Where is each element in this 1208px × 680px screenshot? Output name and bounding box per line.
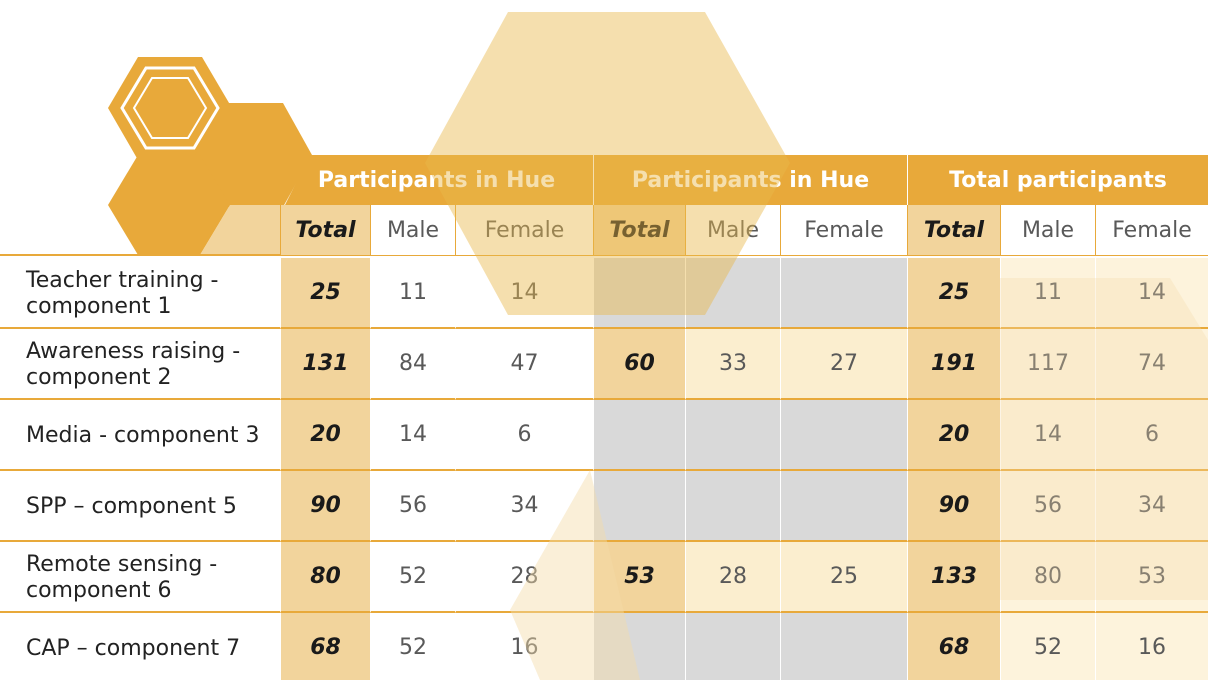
value-cell: 27 <box>780 329 907 400</box>
value-cell: 34 <box>1095 471 1208 542</box>
row-rule <box>0 540 280 542</box>
value-cell: 34 <box>455 471 593 542</box>
hexagon-ring <box>132 77 208 139</box>
empty-cell <box>780 471 907 542</box>
value-cell: 28 <box>685 542 780 613</box>
value-cell: 11 <box>370 258 455 329</box>
value-cell: 14 <box>1000 400 1095 471</box>
value-cell: 6 <box>1095 400 1208 471</box>
sub-header: Male <box>370 205 455 255</box>
wedge <box>200 205 285 255</box>
value-cell: 20 <box>907 400 1000 471</box>
empty-cell <box>780 400 907 471</box>
empty-cell <box>685 400 780 471</box>
empty-cell <box>780 613 907 680</box>
value-cell: 80 <box>280 542 370 613</box>
row-rule <box>0 327 280 329</box>
value-cell: 53 <box>1095 542 1208 613</box>
sub-header: Female <box>455 205 593 255</box>
value-cell: 90 <box>280 471 370 542</box>
value-cell: 84 <box>370 329 455 400</box>
row-label: CAP – component 7 <box>0 613 280 680</box>
value-cell: 131 <box>280 329 370 400</box>
sub-header: Male <box>685 205 780 255</box>
value-cell: 14 <box>370 400 455 471</box>
value-cell: 20 <box>280 400 370 471</box>
value-cell: 6 <box>455 400 593 471</box>
group-header: Participants in Hue <box>317 167 556 193</box>
empty-cell <box>593 471 685 542</box>
value-cell: 52 <box>370 613 455 680</box>
value-cell: 56 <box>370 471 455 542</box>
row-label: Media - component 3 <box>0 400 280 471</box>
value-cell: 11 <box>1000 258 1095 329</box>
row-rule <box>0 611 280 613</box>
value-cell: 80 <box>1000 542 1095 613</box>
sub-header: Female <box>780 205 907 255</box>
row-rule <box>0 469 280 471</box>
sub-header: Total <box>280 205 370 255</box>
empty-cell <box>685 613 780 680</box>
hexagon-ring <box>120 66 220 150</box>
row-rule <box>0 398 280 400</box>
value-cell: 14 <box>1095 258 1208 329</box>
row-label: SPP – component 5 <box>0 471 280 542</box>
value-cell: 53 <box>593 542 685 613</box>
value-cell: 60 <box>593 329 685 400</box>
value-cell: 16 <box>1095 613 1208 680</box>
empty-cell <box>685 258 780 329</box>
value-cell: 133 <box>907 542 1000 613</box>
row-label: Remote sensing - component 6 <box>0 542 280 613</box>
value-cell: 25 <box>280 258 370 329</box>
empty-cell <box>593 258 685 329</box>
value-cell: 28 <box>455 542 593 613</box>
value-cell: 25 <box>780 542 907 613</box>
sub-header: Total <box>907 205 1000 255</box>
value-cell: 25 <box>907 258 1000 329</box>
value-cell: 117 <box>1000 329 1095 400</box>
row-label: Teacher training - component 1 <box>0 258 280 329</box>
value-cell: 47 <box>455 329 593 400</box>
value-cell: 14 <box>455 258 593 329</box>
hexagon <box>108 155 230 255</box>
sub-header: Total <box>593 205 685 255</box>
empty-cell <box>593 613 685 680</box>
empty-cell <box>593 400 685 471</box>
sub-header: Male <box>1000 205 1095 255</box>
header-bar <box>285 155 1208 205</box>
group-header: Total participants <box>907 155 1208 205</box>
value-cell: 33 <box>685 329 780 400</box>
value-cell: 74 <box>1095 329 1208 400</box>
row-label: Awareness raising - component 2 <box>0 329 280 400</box>
sub-header: Female <box>1095 205 1208 255</box>
group-header: Participants in Hue <box>593 155 907 205</box>
value-cell: 52 <box>1000 613 1095 680</box>
value-cell: 56 <box>1000 471 1095 542</box>
value-cell: 68 <box>907 613 1000 680</box>
value-cell: 191 <box>907 329 1000 400</box>
hexagon <box>195 103 312 207</box>
value-cell: 68 <box>280 613 370 680</box>
empty-cell <box>685 471 780 542</box>
empty-cell <box>780 258 907 329</box>
value-cell: 52 <box>370 542 455 613</box>
value-cell: 90 <box>907 471 1000 542</box>
value-cell: 16 <box>455 613 593 680</box>
